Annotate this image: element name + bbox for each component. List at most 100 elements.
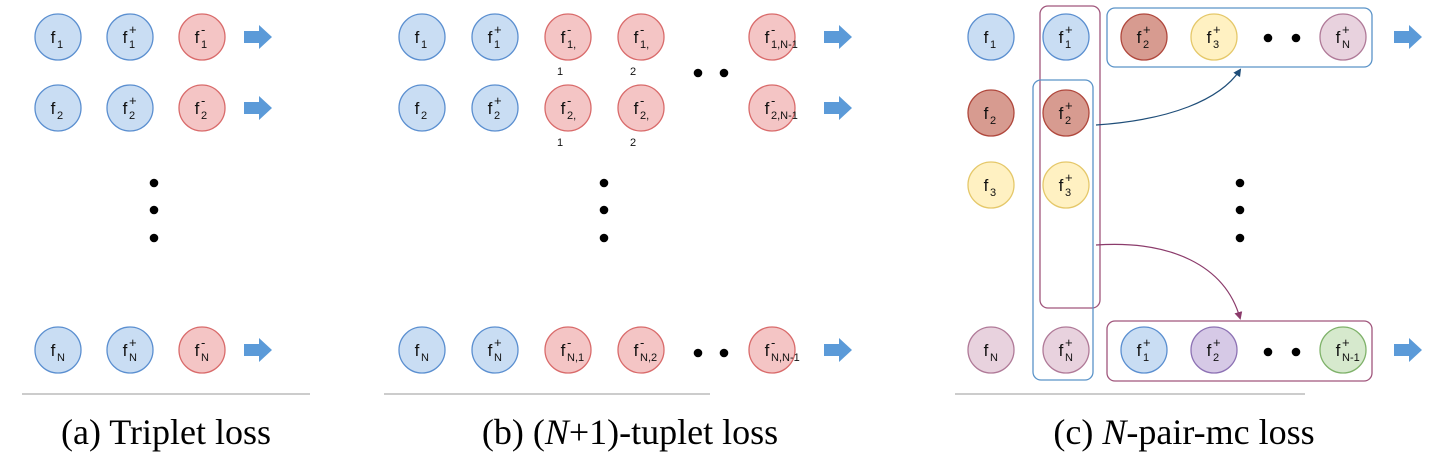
panel-a-node-r2-c2: f N - (178, 326, 226, 374)
node-subscript: 1 (57, 39, 63, 51)
node-superscript: + (494, 22, 502, 37)
node-circle (471, 13, 519, 61)
node-subscript: N-1 (1342, 352, 1360, 364)
bottom-group-node-1: f 2 + (1190, 326, 1238, 374)
node-circle (34, 84, 82, 132)
panel-caption: (b) (N+1)-tuplet loss (482, 412, 778, 452)
node-subscript: 2, (640, 110, 649, 122)
node-superscript: - (771, 335, 775, 350)
panel-a-node-r0-c2: f 1 - (178, 13, 226, 61)
node-subscript: 2 (421, 110, 427, 122)
magenta-connector-arrow (1095, 243, 1243, 320)
node-superscript: - (640, 93, 644, 108)
group-boxes-layer (1032, 5, 1373, 382)
positive-node-3: f N + (1042, 326, 1090, 374)
panel-b-node-r2-c3: f N,2 - (617, 326, 665, 374)
caption-prefix: (a) (61, 412, 109, 452)
bottom-group-node-0: f 1 + (1120, 326, 1168, 374)
node-subscript: N,N-1 (771, 352, 800, 364)
node-base-label: f (1059, 176, 1064, 195)
node-base-label: f (561, 28, 566, 47)
ellipsis-dot (1263, 347, 1273, 357)
node-subscript: N (1065, 352, 1073, 364)
node-base-label: f (1336, 28, 1341, 47)
node-index-label: 2 (630, 137, 636, 149)
node-superscript: + (129, 335, 137, 350)
node-subscript: 1 (201, 39, 207, 51)
node-circle (106, 84, 154, 132)
node-superscript: - (640, 335, 644, 350)
node-circle (967, 326, 1015, 374)
caption-prefix: (c) (1053, 412, 1102, 452)
node-base-label: f (634, 99, 639, 118)
ellipsis-dot (1291, 347, 1301, 357)
node-base-label: f (1137, 28, 1142, 47)
node-base-label: f (984, 28, 989, 47)
top-group-node-1: f 3 + (1190, 13, 1238, 61)
node-circle (967, 161, 1015, 209)
panel-a-arrow (244, 96, 272, 120)
caption-text: Triplet loss (109, 412, 271, 452)
node-base-label: f (561, 341, 566, 360)
node-circle (106, 13, 154, 61)
panel-b-arrow (824, 338, 852, 362)
node-circle (1042, 326, 1090, 374)
node-subscript: N (494, 352, 502, 364)
node-base-label: f (123, 341, 128, 360)
ellipsis-dot (149, 178, 159, 188)
node-circle (471, 326, 519, 374)
node-subscript: 1 (494, 39, 500, 51)
node-circle (398, 326, 446, 374)
node-superscript: - (201, 22, 205, 37)
node-subscript: N (990, 352, 998, 364)
node-base-label: f (488, 28, 493, 47)
panel-b-arrow (824, 25, 852, 49)
node-superscript: - (201, 335, 205, 350)
node-circle (178, 326, 226, 374)
panel-b-node-r0-c2: f 1, - 1 (544, 13, 592, 78)
panel-b-node-r1-c1: f 2 + (471, 84, 519, 132)
node-base-label: f (123, 28, 128, 47)
node-base-label: f (1059, 28, 1064, 47)
node-base-label: f (1059, 341, 1064, 360)
node-base-label: f (488, 341, 493, 360)
top-group-node-2: f N + (1319, 13, 1367, 61)
node-subscript: 3 (1065, 187, 1071, 199)
node-subscript: N,2 (640, 352, 657, 364)
panel-b-node-r2-c1: f N + (471, 326, 519, 374)
node-circle (106, 326, 154, 374)
blue-connector-arrow (1095, 68, 1242, 126)
panel-b-node-r2-c2: f N,1 - (544, 326, 592, 374)
node-base-label: f (123, 99, 128, 118)
node-subscript: N,1 (567, 352, 584, 364)
node-circle (471, 84, 519, 132)
node-superscript: + (1065, 335, 1073, 350)
node-base-label: f (195, 341, 200, 360)
bottom-negative-group-box (1106, 320, 1373, 382)
node-base-label: f (984, 176, 989, 195)
node-index-label: 1 (557, 137, 563, 149)
node-base-label: f (984, 341, 989, 360)
node-base-label: f (415, 341, 420, 360)
positive-node-0: f 1 + (1042, 13, 1090, 61)
node-base-label: f (1207, 28, 1212, 47)
node-subscript: 2 (201, 110, 207, 122)
panel-caption: (c) N-pair-mc loss (1053, 412, 1314, 452)
ellipsis-dot (719, 348, 729, 358)
panel-a-node-r2-c1: f N + (106, 326, 154, 374)
ellipsis-dot (1235, 233, 1245, 243)
node-circle (178, 84, 226, 132)
node-base-label: f (1207, 341, 1212, 360)
node-base-label: f (765, 341, 770, 360)
node-base-label: f (1137, 341, 1142, 360)
node-superscript: + (1065, 98, 1073, 113)
panel-c-arrow (1394, 25, 1422, 49)
node-subscript: N (421, 352, 429, 364)
node-circle (1190, 13, 1238, 61)
node-superscript: - (640, 22, 644, 37)
node-base-label: f (195, 28, 200, 47)
